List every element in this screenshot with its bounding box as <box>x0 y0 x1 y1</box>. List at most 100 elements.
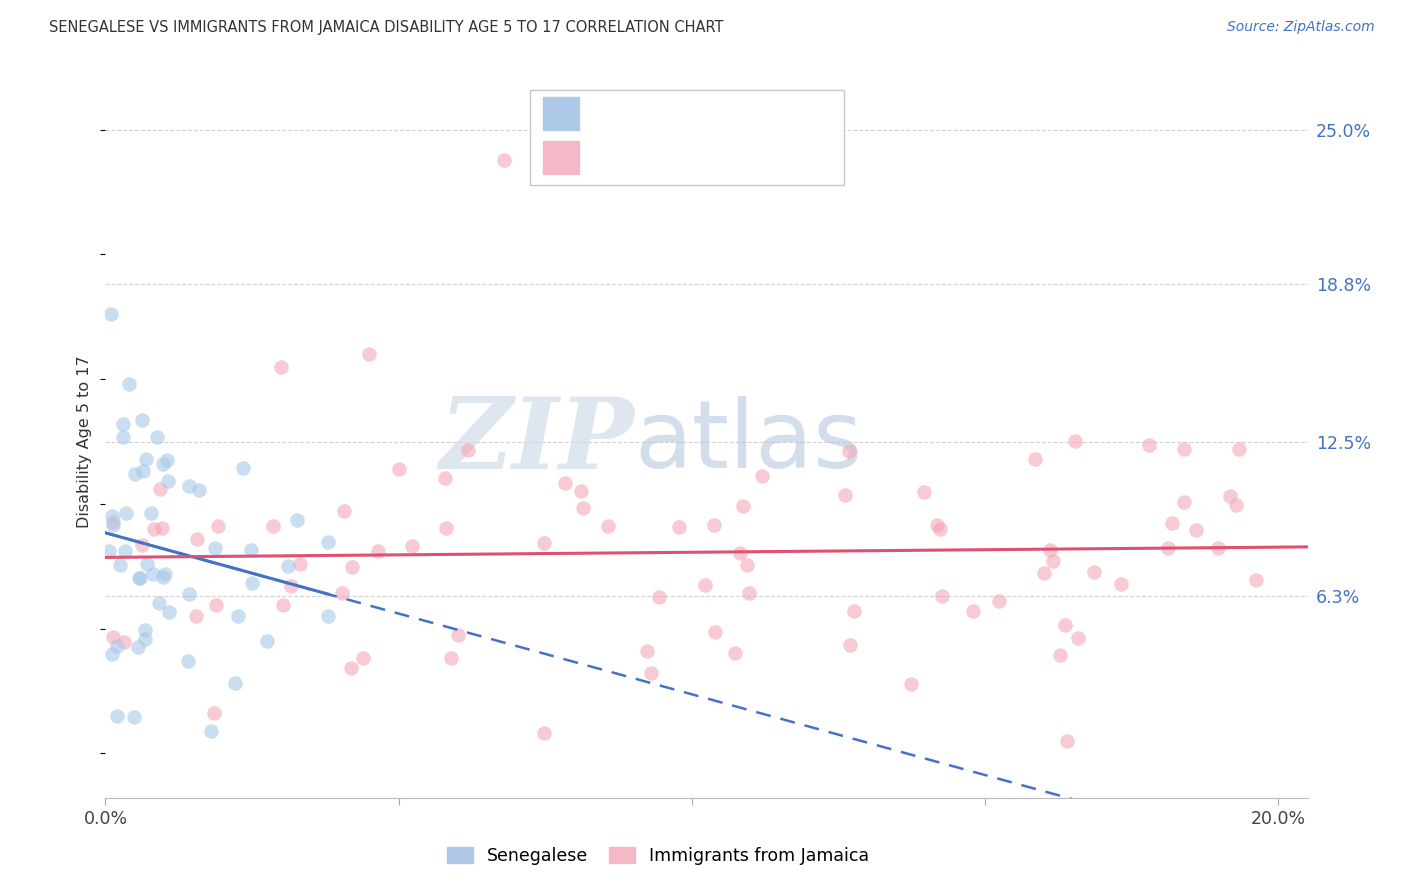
Point <box>262 519 284 533</box>
Point <box>834 488 856 502</box>
Point <box>1185 523 1208 537</box>
Point <box>270 359 292 374</box>
Point <box>494 153 516 167</box>
Point <box>108 558 131 572</box>
Point <box>111 430 134 444</box>
Point <box>239 543 262 558</box>
Point <box>1063 434 1085 448</box>
Point <box>103 630 125 644</box>
Point <box>115 506 138 520</box>
Point <box>457 443 479 458</box>
Point <box>668 520 690 534</box>
Point <box>285 513 308 527</box>
Point <box>340 661 363 675</box>
Point <box>572 500 595 515</box>
Point <box>648 590 671 604</box>
Point <box>1157 541 1180 555</box>
Point <box>434 521 457 535</box>
Point <box>186 533 208 547</box>
Point <box>1067 632 1090 646</box>
Point <box>1056 734 1078 748</box>
Point <box>232 460 254 475</box>
Point <box>367 544 389 558</box>
Point <box>100 307 122 321</box>
Point <box>128 571 150 585</box>
Point <box>148 596 170 610</box>
Point <box>224 676 246 690</box>
Point <box>1137 438 1160 452</box>
Point <box>277 558 299 573</box>
Point <box>316 535 339 549</box>
Point <box>134 623 156 637</box>
Point <box>127 640 149 655</box>
Point <box>1054 618 1077 632</box>
Point <box>844 604 866 618</box>
Bar <box>543 141 579 174</box>
Point <box>738 586 761 600</box>
Point <box>105 709 128 723</box>
Point <box>118 377 141 392</box>
Point <box>134 632 156 646</box>
Point <box>146 430 169 444</box>
Bar <box>543 97 579 130</box>
Point <box>554 476 576 491</box>
Point <box>129 571 152 585</box>
Point <box>131 413 153 427</box>
Point <box>112 635 135 649</box>
Point <box>142 566 165 581</box>
Point <box>131 464 153 478</box>
Point <box>200 723 222 738</box>
Point <box>388 461 411 475</box>
Point <box>124 467 146 481</box>
Point <box>136 557 159 571</box>
Point <box>928 522 950 536</box>
Point <box>101 515 124 529</box>
Point <box>184 608 207 623</box>
Point <box>1173 495 1195 509</box>
Point <box>1206 541 1229 556</box>
Point <box>912 484 935 499</box>
Y-axis label: Disability Age 5 to 17: Disability Age 5 to 17 <box>77 355 93 528</box>
Point <box>1173 442 1195 457</box>
Point <box>156 474 179 488</box>
Text: SENEGALESE VS IMMIGRANTS FROM JAMAICA DISABILITY AGE 5 TO 17 CORRELATION CHART: SENEGALESE VS IMMIGRANTS FROM JAMAICA DI… <box>49 20 724 35</box>
Point <box>359 347 381 361</box>
Point <box>188 483 211 498</box>
Point <box>931 590 953 604</box>
Point <box>333 503 356 517</box>
Point <box>107 639 129 653</box>
Point <box>1109 577 1132 591</box>
Point <box>112 417 135 431</box>
Point <box>440 651 463 665</box>
Point <box>177 587 200 601</box>
Point <box>703 517 725 532</box>
Point <box>352 651 374 665</box>
Text: Source: ZipAtlas.com: Source: ZipAtlas.com <box>1227 20 1375 34</box>
Point <box>401 539 423 553</box>
Point <box>226 609 249 624</box>
Point <box>728 546 751 560</box>
Point <box>98 544 121 558</box>
Point <box>962 604 984 618</box>
Point <box>1244 573 1267 587</box>
Point <box>1225 499 1247 513</box>
Point <box>900 677 922 691</box>
Point <box>1219 489 1241 503</box>
Point <box>433 471 456 485</box>
Point <box>1160 516 1182 531</box>
Point <box>838 444 860 458</box>
Point <box>735 558 758 573</box>
Point <box>153 566 176 581</box>
Point <box>176 654 198 668</box>
Point <box>988 593 1011 607</box>
Point <box>149 482 172 496</box>
Point <box>839 638 862 652</box>
Point <box>330 586 353 600</box>
Point <box>533 726 555 740</box>
Point <box>571 484 593 499</box>
Point <box>124 710 146 724</box>
Point <box>131 538 153 552</box>
Point <box>280 579 302 593</box>
Point <box>101 508 124 523</box>
Point <box>202 706 225 720</box>
